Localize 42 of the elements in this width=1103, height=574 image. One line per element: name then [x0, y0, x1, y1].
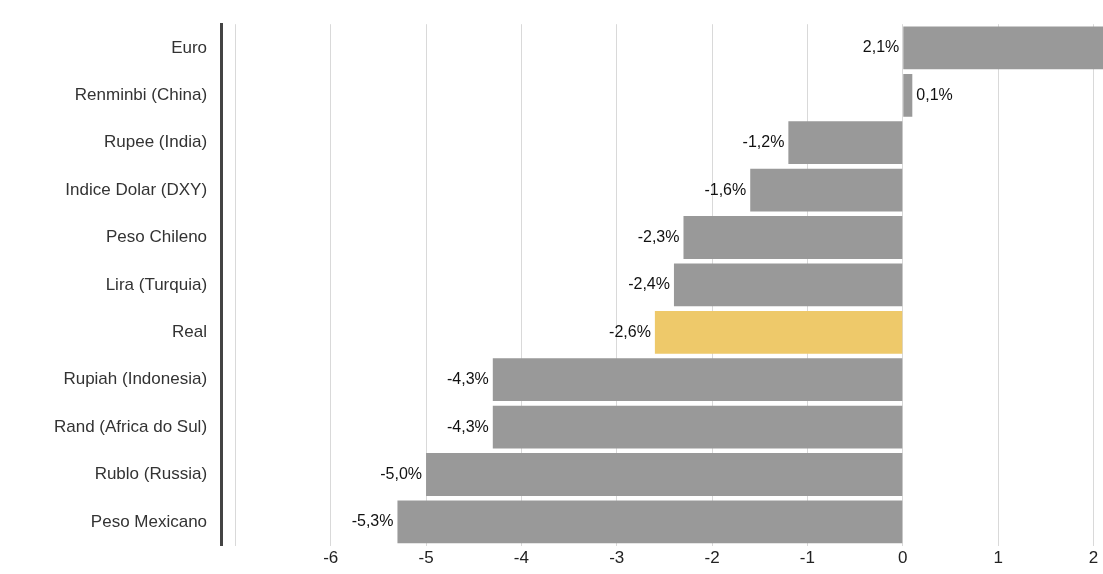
y-tick-label: Rand (Africa do Sul)	[53, 416, 208, 436]
y-tick-label: Rupiah (Indonesia)	[63, 369, 208, 389]
x-tick-label: -1	[799, 548, 815, 568]
bar	[750, 168, 903, 212]
y-tick-label: Peso Mexicano	[90, 511, 208, 531]
bar	[673, 263, 903, 307]
bar	[492, 358, 903, 402]
data-label: 0,1%	[916, 85, 953, 103]
data-label: -2,4%	[628, 275, 670, 293]
bar	[492, 405, 903, 449]
bar	[683, 216, 903, 259]
data-label: -2,3%	[637, 227, 680, 245]
y-tick-label: Real	[172, 321, 208, 341]
data-label: -1,6%	[704, 180, 747, 198]
data-label: -5,3%	[351, 512, 394, 530]
bar	[397, 500, 903, 544]
x-tick-label: 0	[898, 548, 908, 568]
x-tick-label: -3	[609, 548, 625, 568]
x-tick-label: -6	[323, 548, 339, 568]
y-tick-label: Lira (Turquia)	[105, 274, 208, 294]
bar	[654, 310, 903, 354]
data-label: -5,0%	[380, 464, 423, 482]
data-label: -2,6%	[609, 322, 651, 340]
y-tick-label: Renminbi (China)	[74, 84, 208, 104]
y-tick-label: Rublo (Russia)	[94, 464, 208, 484]
x-tick-label: 1	[993, 548, 1003, 568]
x-tick-label: 2	[1088, 548, 1099, 568]
data-label: 2,1%	[862, 38, 900, 56]
data-label: -1,2%	[742, 133, 785, 151]
x-tick-label: -4	[513, 548, 529, 568]
bar	[903, 26, 1103, 70]
y-tick-label: Indice Dolar (DXY)	[65, 179, 208, 199]
x-tick-label: -5	[418, 548, 434, 568]
bar	[903, 73, 913, 117]
y-tick-label: Rupee (India)	[104, 132, 208, 152]
data-label: -4,3%	[447, 370, 489, 388]
data-label: -4,3%	[447, 417, 489, 435]
x-tick-label: -2	[704, 548, 720, 568]
y-tick-label: Euro	[171, 37, 208, 57]
y-tick-label: Peso Chileno	[105, 227, 208, 247]
bar	[788, 121, 903, 165]
bar	[426, 453, 903, 496]
